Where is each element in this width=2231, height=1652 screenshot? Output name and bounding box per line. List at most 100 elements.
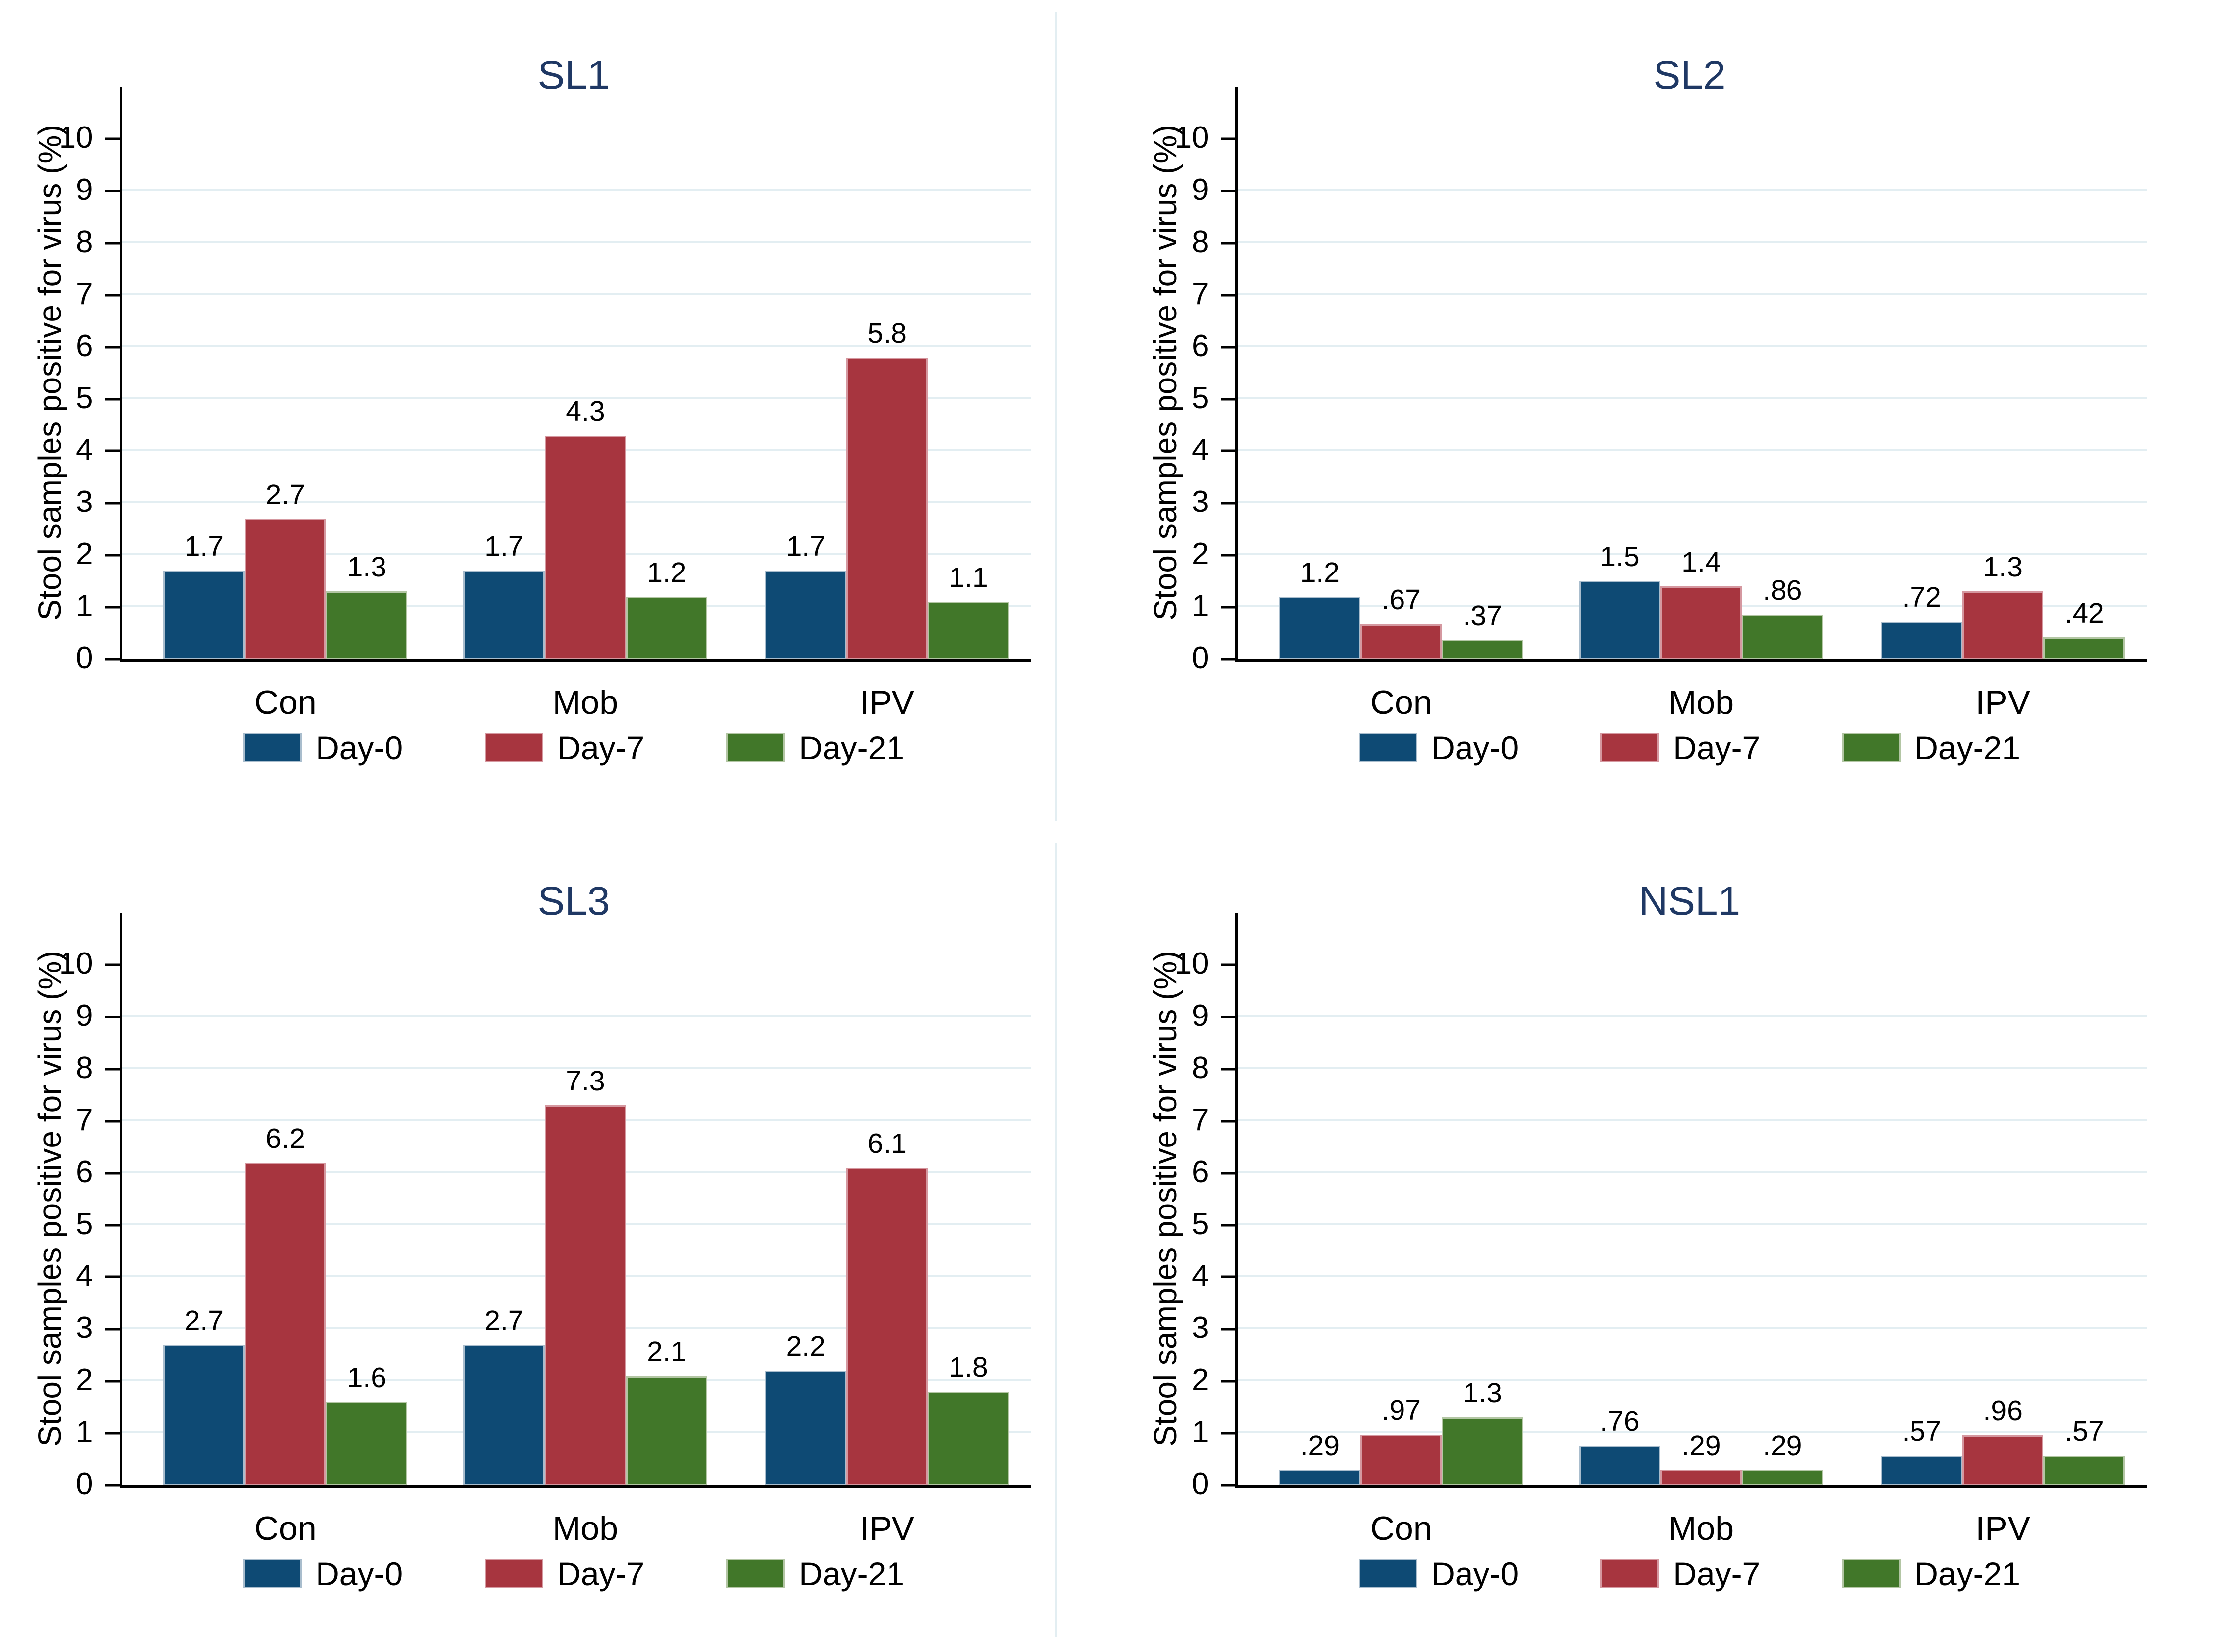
gridline bbox=[1237, 1067, 2147, 1070]
gridline bbox=[1237, 1171, 2147, 1173]
y-tick bbox=[1220, 1380, 1238, 1383]
y-tick bbox=[105, 1172, 122, 1175]
bar-day-7-mob bbox=[544, 1105, 626, 1485]
bar-day-21-con bbox=[326, 591, 408, 659]
legend-swatch-day7 bbox=[485, 1558, 544, 1588]
bar-value-label: .97 bbox=[1381, 1394, 1421, 1426]
y-tick bbox=[1220, 1068, 1238, 1071]
y-tick bbox=[105, 658, 122, 661]
bar-day-0-mob bbox=[1579, 581, 1660, 659]
legend-label-day0: Day-0 bbox=[316, 1555, 403, 1592]
y-tick-label: 1 bbox=[76, 1414, 93, 1449]
plot-area: 0 1 2 3 4 5 6 7 8 9 10 Con .29 .97 1.3 Mob .76 .29 .29 IPV.… bbox=[1175, 913, 2147, 1547]
x-category-label-ipv: IPV bbox=[860, 1509, 914, 1547]
legend-swatch-day21 bbox=[726, 1558, 785, 1588]
bar-value-label: .37 bbox=[1463, 599, 1502, 632]
bar-value-label: 1.2 bbox=[647, 556, 687, 588]
y-tick bbox=[1220, 1275, 1238, 1278]
bar-day-21-con bbox=[1442, 1417, 1524, 1485]
bar-day-21-con bbox=[1442, 639, 1524, 659]
bar-value-label: .96 bbox=[1983, 1395, 2023, 1427]
y-tick bbox=[105, 963, 122, 966]
gridline bbox=[1237, 1275, 2147, 1277]
bar-value-label: 1.7 bbox=[184, 530, 224, 563]
bar-day-21-mob bbox=[1741, 614, 1823, 659]
y-tick-label: 2 bbox=[76, 1363, 93, 1398]
legend-label-day7: Day-7 bbox=[557, 729, 645, 766]
legend-item-day21: Day-21 bbox=[1842, 729, 2020, 766]
bar-day-0-con bbox=[1279, 596, 1361, 659]
y-tick-label: 5 bbox=[76, 1207, 93, 1241]
bar-day-21-ipv bbox=[2043, 1455, 2125, 1485]
chart-panel-sl3: SL3 Stool samples positive for virus (%)… bbox=[0, 826, 1115, 1652]
bar-day-7-mob bbox=[1660, 586, 1742, 659]
legend-item-day0: Day-0 bbox=[243, 729, 403, 766]
bar-day-0-con bbox=[163, 571, 245, 659]
bar-value-label: 1.2 bbox=[1300, 556, 1339, 588]
y-tick bbox=[1220, 137, 1238, 140]
bar-value-label: .72 bbox=[1902, 581, 1941, 614]
bar-value-label: 1.3 bbox=[1983, 551, 2023, 583]
y-tick-label: 2 bbox=[1192, 1363, 1209, 1398]
y-axis-title: Stool samples positive for virus (%) bbox=[32, 125, 67, 621]
gridline bbox=[1237, 241, 2147, 244]
legend-item-day21: Day-21 bbox=[1842, 1555, 2020, 1592]
y-tick-label: 2 bbox=[76, 537, 93, 572]
bar-day-0-ipv bbox=[765, 1371, 847, 1485]
y-tick bbox=[105, 606, 122, 609]
legend-swatch-day21 bbox=[726, 732, 785, 762]
y-tick bbox=[105, 449, 122, 452]
y-tick bbox=[1220, 242, 1238, 245]
y-tick bbox=[105, 502, 122, 505]
legend-swatch-day7 bbox=[485, 732, 544, 762]
legend-swatch-day21 bbox=[1842, 1558, 1901, 1588]
bar-day-7-con bbox=[1360, 624, 1442, 659]
y-tick bbox=[105, 1484, 122, 1487]
bar-day-7-ipv bbox=[846, 357, 928, 659]
gridline bbox=[122, 345, 1031, 347]
gridline bbox=[1237, 189, 2147, 191]
bar-day-0-ipv bbox=[1881, 622, 1963, 659]
x-category-label-mob: Mob bbox=[552, 1509, 619, 1547]
bar-day-0-ipv bbox=[765, 571, 847, 659]
gridline bbox=[122, 1067, 1031, 1070]
legend-label-day7: Day-7 bbox=[1673, 729, 1761, 766]
bar-day-0-con bbox=[1279, 1470, 1361, 1485]
bar-day-7-mob bbox=[1660, 1470, 1742, 1485]
legend-swatch-day21 bbox=[1842, 732, 1901, 762]
plot-area: 0 1 2 3 4 5 6 7 8 9 10 Con 1.7 2.7 1.3 Mob 1.7 4.3 1.2 IPV 1… bbox=[59, 87, 1031, 721]
gridline bbox=[1237, 501, 2147, 504]
legend-swatch-day0 bbox=[243, 732, 302, 762]
y-tick bbox=[1220, 1016, 1238, 1018]
gridline bbox=[1237, 1379, 2147, 1382]
x-category-label-ipv: IPV bbox=[1976, 683, 2030, 721]
y-tick bbox=[105, 137, 122, 140]
y-tick-label: 3 bbox=[1192, 1311, 1209, 1345]
gridline bbox=[122, 1015, 1031, 1017]
bar-value-label: 2.1 bbox=[647, 1335, 687, 1368]
bar-value-label: 2.7 bbox=[184, 1304, 224, 1336]
y-tick bbox=[105, 1068, 122, 1071]
y-tick-label: 4 bbox=[76, 1259, 93, 1293]
bar-value-label: 1.7 bbox=[786, 530, 826, 563]
gridline bbox=[1237, 1015, 2147, 1017]
y-tick bbox=[1220, 658, 1238, 661]
gridline bbox=[1237, 1223, 2147, 1225]
y-tick bbox=[1220, 502, 1238, 505]
y-tick-label: 2 bbox=[1192, 537, 1209, 572]
x-category-label-mob: Mob bbox=[552, 683, 619, 721]
y-tick bbox=[1220, 1484, 1238, 1487]
legend-swatch-day7 bbox=[1600, 1558, 1659, 1588]
y-tick bbox=[1220, 190, 1238, 192]
y-tick-label: 5 bbox=[1192, 1207, 1209, 1241]
y-tick bbox=[1220, 963, 1238, 966]
bar-value-label: .29 bbox=[1300, 1430, 1339, 1462]
y-tick-label: 7 bbox=[76, 277, 93, 312]
legend-item-day7: Day-7 bbox=[485, 729, 644, 766]
gridline bbox=[1237, 1119, 2147, 1121]
y-tick-label: 8 bbox=[76, 225, 93, 259]
bar-value-label: 1.3 bbox=[347, 551, 386, 583]
bar-day-7-mob bbox=[544, 435, 626, 659]
bar-value-label: 6.2 bbox=[265, 1122, 305, 1154]
